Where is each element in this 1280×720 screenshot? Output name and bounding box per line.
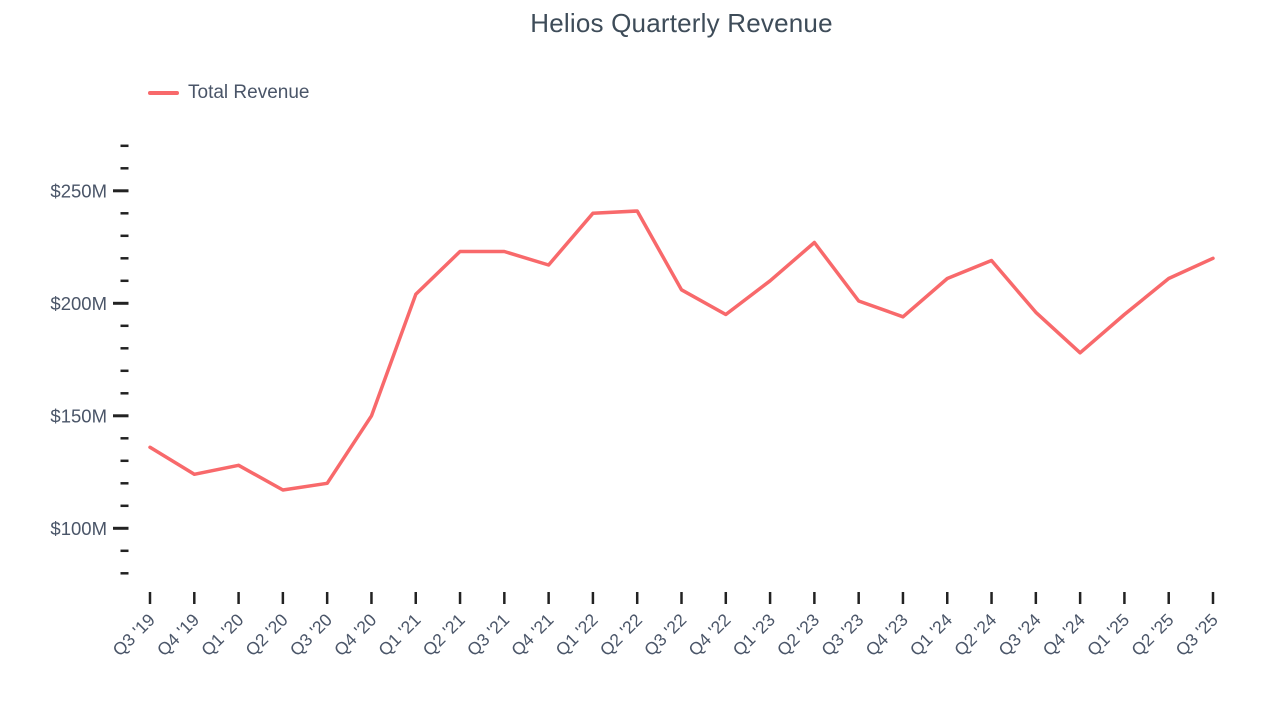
x-axis-label: Q4 '24	[1039, 609, 1089, 659]
x-axis-label: Q4 '21	[507, 610, 557, 660]
x-axis-label: Q1 '25	[1083, 610, 1133, 660]
y-axis-label: $250M	[50, 180, 107, 201]
x-axis-label: Q1 '20	[197, 609, 247, 659]
legend: Total Revenue	[148, 82, 309, 104]
legend-swatch-total-revenue	[148, 91, 179, 95]
x-axis-label: Q4 '22	[684, 610, 734, 660]
x-axis-label: Q3 '19	[109, 610, 159, 660]
y-axis-label: $200M	[50, 293, 107, 314]
x-axis-label: Q2 '25	[1127, 610, 1177, 660]
x-axis-label: Q1 '23	[729, 610, 779, 660]
x-axis-label: Q3 '20	[286, 609, 336, 659]
x-axis-label: Q2 '21	[419, 610, 469, 660]
x-axis-label: Q3 '21	[463, 610, 513, 660]
x-axis-label: Q4 '20	[330, 609, 380, 659]
y-axis-label: $150M	[50, 405, 107, 426]
x-axis-label: Q3 '25	[1172, 610, 1222, 660]
chart-title: Helios Quarterly Revenue	[530, 8, 833, 38]
x-axis-label: Q1 '22	[552, 610, 602, 660]
x-axis-label: Q2 '22	[596, 610, 646, 660]
x-axis-label: Q4 '23	[862, 610, 912, 660]
y-axis-label: $100M	[50, 518, 107, 539]
x-axis-label: Q1 '21	[374, 610, 424, 660]
x-axis-label: Q4 '19	[153, 610, 203, 660]
x-axis-label: Q3 '22	[640, 610, 690, 660]
revenue-line-series	[148, 209, 1215, 492]
legend-item-total-revenue[interactable]: Total Revenue	[188, 82, 310, 103]
x-axis-label: Q2 '20	[241, 609, 291, 659]
x-axis-label: Q3 '24	[994, 609, 1044, 659]
x-axis-label: Q2 '24	[950, 609, 1000, 659]
x-axis-label: Q1 '24	[906, 609, 956, 659]
x-axis-label: Q2 '23	[773, 610, 823, 660]
x-axis-label: Q3 '23	[817, 610, 867, 660]
